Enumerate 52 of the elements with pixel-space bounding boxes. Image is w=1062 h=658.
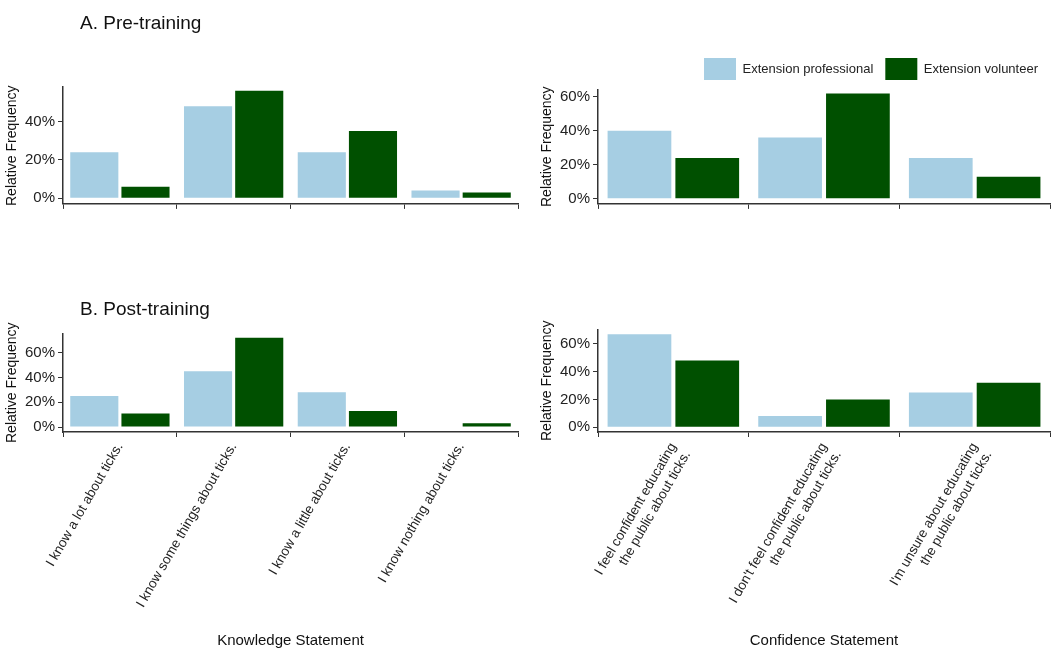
bar <box>675 360 740 427</box>
y-tick-label: 60% <box>559 334 591 352</box>
y-axis-title: Relative Frequency <box>538 86 554 208</box>
bar <box>976 176 1041 199</box>
bar <box>235 337 284 427</box>
bar <box>70 396 119 427</box>
y-tick-label: 0% <box>33 417 56 435</box>
y-tick-label: 0% <box>568 188 591 206</box>
legend-label: Extension professional <box>742 60 874 76</box>
bar <box>976 382 1041 427</box>
y-tick-label: 0% <box>568 417 591 435</box>
bar <box>826 93 890 199</box>
bar <box>297 392 346 427</box>
legend-label: Extension volunteer <box>923 60 1039 76</box>
bar <box>70 152 119 198</box>
bar <box>758 416 822 427</box>
bar <box>675 158 740 199</box>
bar <box>235 90 284 198</box>
y-tick-label: 0% <box>33 188 56 206</box>
chart-title: A. Pre-training <box>80 12 203 35</box>
bar <box>826 399 890 427</box>
y-axis-title: Relative Frequency <box>3 85 19 206</box>
y-tick-label: 40% <box>559 361 591 379</box>
y-tick-label: 20% <box>24 392 56 410</box>
bar <box>607 130 672 199</box>
bar <box>297 152 346 198</box>
y-tick-label: 60% <box>24 342 56 360</box>
bar <box>183 106 233 198</box>
y-tick-label: 20% <box>559 154 591 172</box>
bar <box>462 192 511 198</box>
bar <box>348 410 398 427</box>
bar <box>348 131 398 198</box>
bar <box>411 190 460 198</box>
x-axis-title: Knowledge Statement <box>217 631 365 649</box>
y-tick-label: 40% <box>559 120 591 138</box>
y-tick-label: 40% <box>24 367 56 385</box>
bar <box>121 413 170 427</box>
y-tick-label: 20% <box>24 149 56 167</box>
bar <box>758 137 822 199</box>
bar <box>183 371 233 427</box>
bar <box>607 334 672 427</box>
chart-title: B. Post-training <box>80 298 211 321</box>
y-axis-title: Relative Frequency <box>3 322 19 444</box>
y-tick-label: 60% <box>559 86 591 104</box>
bar <box>121 186 170 198</box>
y-axis-title: Relative Frequency <box>538 320 554 442</box>
y-tick-label: 20% <box>559 389 591 407</box>
bar <box>908 158 973 199</box>
bar <box>908 392 973 427</box>
x-axis-title: Confidence Statement <box>749 631 900 649</box>
y-tick-label: 40% <box>24 111 56 129</box>
bar <box>462 423 511 427</box>
